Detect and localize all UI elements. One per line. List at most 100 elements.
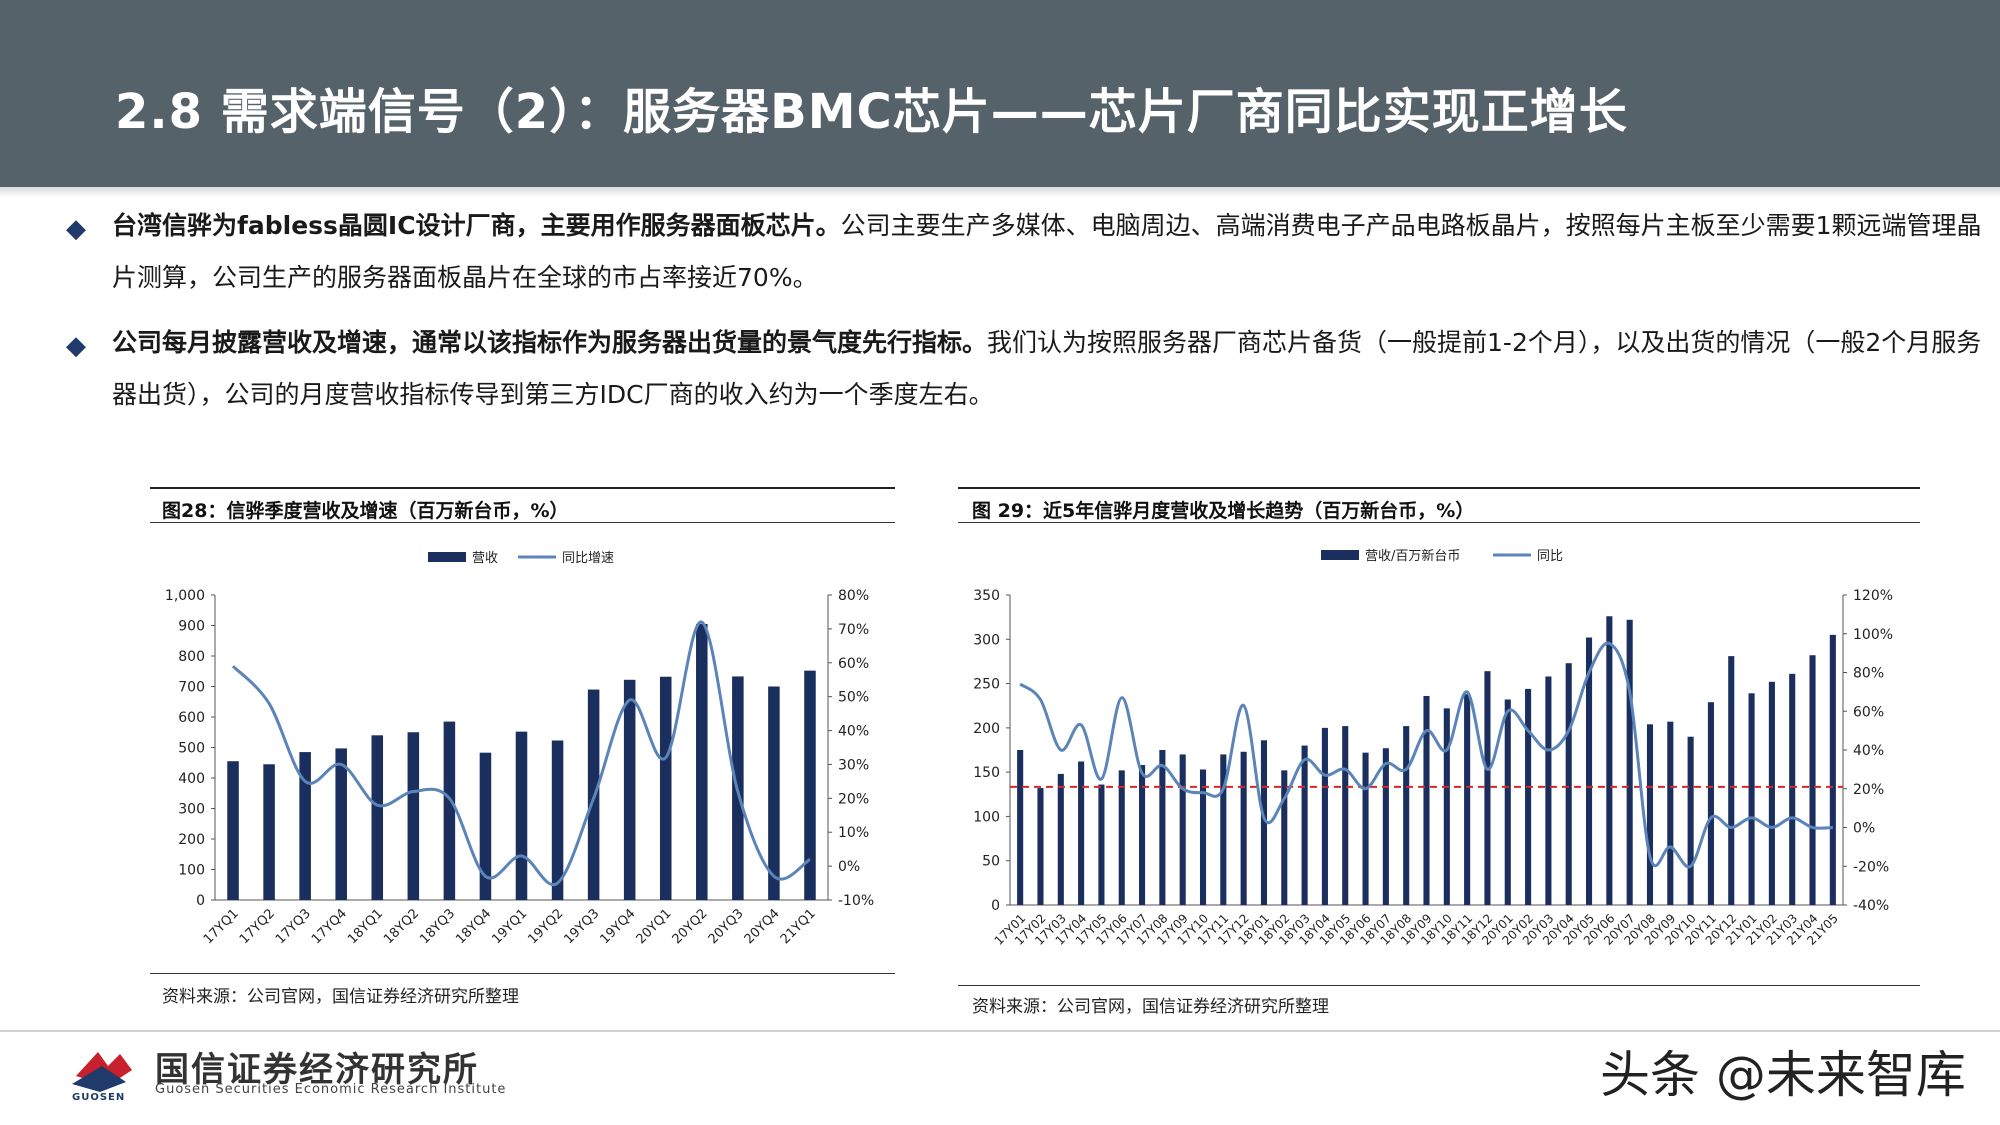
footer-divider	[0, 1030, 2000, 1032]
fig29-bar	[1748, 693, 1755, 905]
fig29-right-tick-label: -20%	[1853, 859, 1889, 875]
fig29-legend-bar-label: 营收/百万新台币	[1365, 548, 1460, 564]
fig28-right-tick-label: 20%	[838, 791, 869, 807]
fig28-bar	[371, 735, 384, 900]
fig29-bar	[1464, 694, 1471, 905]
fig28-right-tick-label: 10%	[838, 825, 869, 841]
fig29-bar	[1118, 770, 1125, 905]
fig28-bar	[515, 731, 528, 900]
fig29-left-tick-label: 0	[991, 898, 1000, 914]
fig29-bar	[1687, 736, 1694, 905]
bullet-2-text: 公司每月披露营收及增速，通常以该指标作为服务器出货量的景气度先行指标。我们认为按…	[112, 317, 2000, 421]
fig28-right-tick-label: 0%	[838, 859, 860, 875]
fig29-bar	[1484, 671, 1491, 905]
fig29-legend-line-label: 同比	[1537, 549, 1563, 564]
fig29-bar	[1423, 695, 1430, 905]
fig29-right-tick-label: 40%	[1853, 743, 1884, 759]
fig28-category-label: 17YQ4	[309, 906, 350, 947]
fig28-right-tick-label: 80%	[838, 588, 869, 604]
fig28-category-label: 19YQ3	[561, 906, 602, 947]
fig29-bar	[1829, 634, 1836, 905]
fig28-bar	[659, 676, 672, 900]
fig29-left-tick-label: 200	[973, 721, 1000, 737]
fig28-chart: 0 100 200 300 400 500 600 700 800 900 1,000 -10% 0% 1…	[165, 551, 874, 947]
fig29-bar	[1565, 663, 1572, 905]
fig29-series-line	[1019, 641, 1833, 869]
fig29-bar	[1789, 673, 1796, 905]
fig28-left-tick-label: 0	[196, 893, 205, 909]
fig28-bar	[335, 748, 347, 900]
fig29-bar	[1078, 761, 1085, 905]
fig28-category-label: 18YQ4	[453, 906, 494, 947]
fig28-category-label: 20YQ3	[706, 906, 747, 947]
fig28-left-tick-label: 400	[178, 771, 205, 787]
fig28-category-label: 18YQ2	[381, 906, 422, 947]
fig28-category-label: 21YQ1	[778, 906, 819, 947]
fig29-bar	[1525, 688, 1532, 905]
logo-name: 国信证券经济研究所	[155, 1050, 479, 1090]
fig28-legend-bar-label: 营收	[472, 551, 498, 566]
fig29-bar	[1626, 619, 1633, 905]
fig29-bottom-rule	[958, 985, 1920, 986]
fig29-bar	[1057, 773, 1064, 905]
fig29-bar	[1667, 721, 1674, 905]
fig28-left-tick-label: 100	[178, 863, 205, 879]
fig29-bar	[1240, 751, 1247, 905]
logo-code: GUOSEN	[72, 1092, 126, 1103]
fig28-bar	[479, 752, 492, 900]
fig29-bar	[1159, 750, 1166, 905]
bullet-2-bold: 公司每月披露营收及增速，通常以该指标作为服务器出货量的景气度先行指标。	[112, 328, 988, 357]
slide-title: 2.8 需求端信号（2）：服务器BMC芯片——芯片厂商同比实现正增长	[115, 84, 1628, 140]
fig29-right-tick-label: -40%	[1853, 898, 1889, 914]
fig29-bar	[1403, 726, 1410, 905]
fig28-bottom-rule	[150, 973, 895, 974]
fig28-right-tick-label: 30%	[838, 757, 869, 773]
fig29-left-tick-label: 150	[973, 765, 1000, 781]
fig29-bar	[1768, 681, 1775, 905]
fig29-bar	[1545, 676, 1552, 905]
fig29-bar	[1179, 754, 1186, 905]
fig28-left-tick-label: 700	[178, 680, 205, 696]
fig28-legend-line-label: 同比增速	[562, 551, 614, 566]
fig28-left-tick-label: 800	[178, 649, 205, 665]
fig28-category-label: 17YQ3	[273, 906, 314, 947]
fig28-bar	[696, 623, 708, 900]
fig29-right-tick-label: 80%	[1853, 666, 1884, 682]
fig29-bar	[1260, 740, 1268, 905]
fig29-bar	[1585, 637, 1593, 905]
fig29-bar	[1443, 708, 1450, 905]
fig28-right-tick-label: 50%	[838, 690, 869, 706]
fig29-bar	[1382, 748, 1389, 905]
fig28-left-tick-label: 900	[178, 619, 205, 635]
fig29-left-tick-label: 250	[973, 677, 1000, 693]
fig28-bar	[263, 764, 275, 900]
fig28-category-label: 19YQ1	[489, 906, 530, 947]
fig28-legend-bar-swatch	[428, 552, 466, 562]
fig29-right-tick-label: 100%	[1853, 627, 1893, 643]
fig28-right-tick-label: 40%	[838, 724, 869, 740]
fig28-left-tick-label: 300	[178, 802, 205, 818]
fig28-category-label: 17YQ1	[201, 906, 242, 947]
bullet-1-text: 台湾信骅为fabless晶圆IC设计厂商，主要用作服务器面板芯片。公司主要生产多…	[112, 200, 2000, 304]
fig28-bar	[443, 721, 456, 900]
fig29-left-tick-label: 350	[973, 588, 1000, 604]
fig29-bar	[1504, 699, 1511, 905]
fig29-bar	[1321, 727, 1328, 905]
bullet-1-body: 公司主要生产多媒体、电脑周边、高端消费电子产品电路板晶片，按照每片主板至少需要1…	[112, 211, 1982, 292]
diamond-bullet-icon: ◆	[66, 331, 86, 361]
fig28-bar	[804, 670, 816, 900]
diamond-bullet-icon: ◆	[66, 214, 86, 244]
fig28-top-rule	[150, 487, 895, 489]
fig28-category-label: 17YQ2	[237, 906, 278, 947]
fig28-bar	[768, 686, 780, 900]
fig29-bar	[1199, 769, 1207, 905]
fig29-chart: 0 50 100 150 200 250 300 350 -40% -20% 0% 20% 40% 60%…	[973, 548, 1893, 948]
fig28-category-label: 19YQ2	[525, 906, 566, 947]
fig29-bar	[1220, 754, 1227, 905]
fig28-right-tick-label: 60%	[838, 656, 869, 672]
fig28-category-label: 18YQ3	[417, 906, 458, 947]
fig29-bar	[1646, 724, 1654, 905]
fig29-bar	[1017, 750, 1024, 905]
fig28-left-tick-label: 600	[178, 710, 205, 726]
fig28-left-tick-label: 200	[178, 832, 205, 848]
